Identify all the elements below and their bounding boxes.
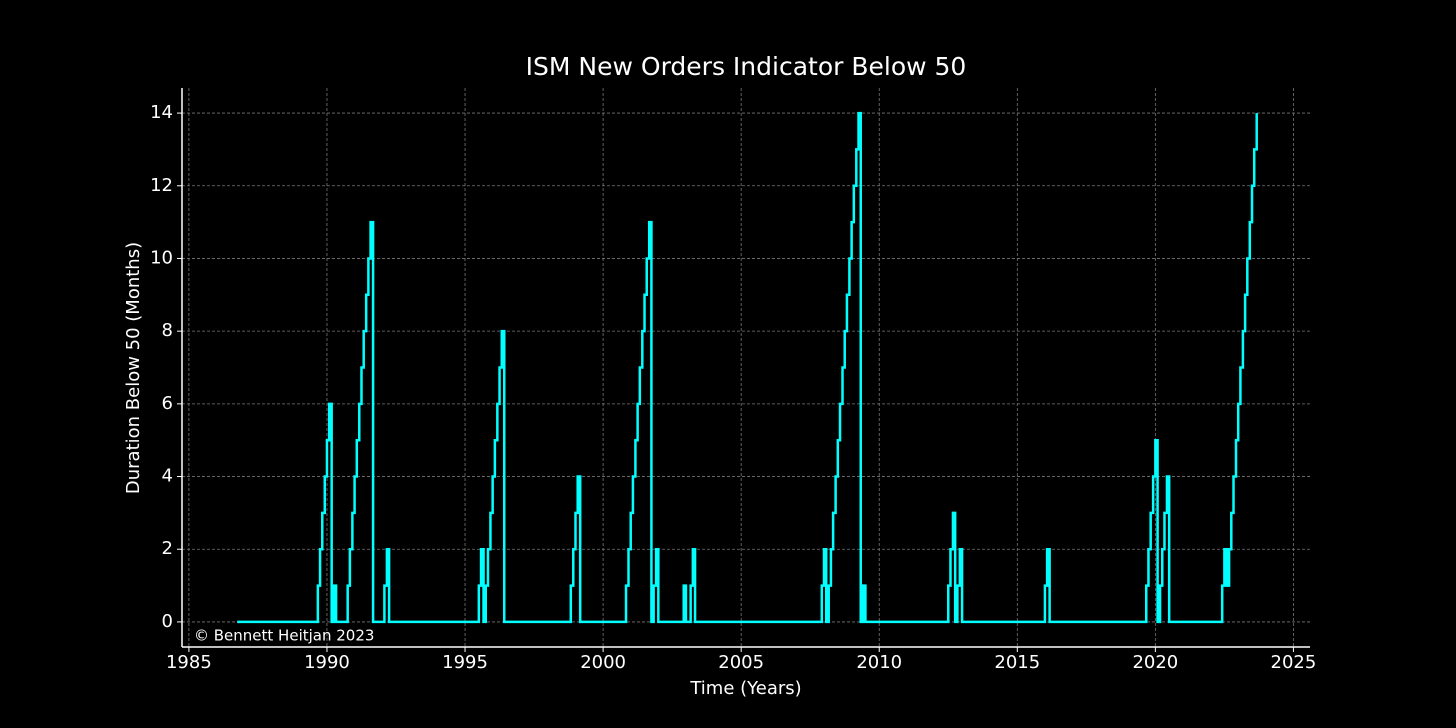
y-tick-label: 14	[150, 102, 173, 123]
x-tick-label: 2025	[1271, 652, 1317, 673]
y-tick-label: 12	[150, 175, 173, 196]
annotation: © Bennett Heitjan 2023	[194, 627, 374, 645]
y-tick-label: 8	[162, 320, 173, 341]
y-axis-label: Duration Below 50 (Months)	[123, 242, 144, 494]
y-tick-label: 6	[162, 393, 173, 414]
data-line	[237, 111, 1258, 624]
x-tick-label: 1990	[304, 652, 350, 673]
x-tick-label: 2020	[1132, 652, 1178, 673]
x-tick-label: 2010	[856, 652, 902, 673]
y-tick-label: 0	[162, 611, 173, 632]
y-tick-label: 10	[150, 247, 173, 268]
x-tick-label: 1985	[166, 652, 212, 673]
x-tick-label: 2005	[718, 652, 764, 673]
x-tick-label: 2015	[994, 652, 1040, 673]
chart-title: ISM New Orders Indicator Below 50	[526, 52, 967, 81]
y-tick-label: 4	[162, 466, 173, 487]
y-tick-label: 2	[162, 538, 173, 559]
x-tick-label: 2000	[580, 652, 626, 673]
x-tick-label: 1995	[442, 652, 488, 673]
x-axis-label: Time (Years)	[689, 678, 801, 699]
